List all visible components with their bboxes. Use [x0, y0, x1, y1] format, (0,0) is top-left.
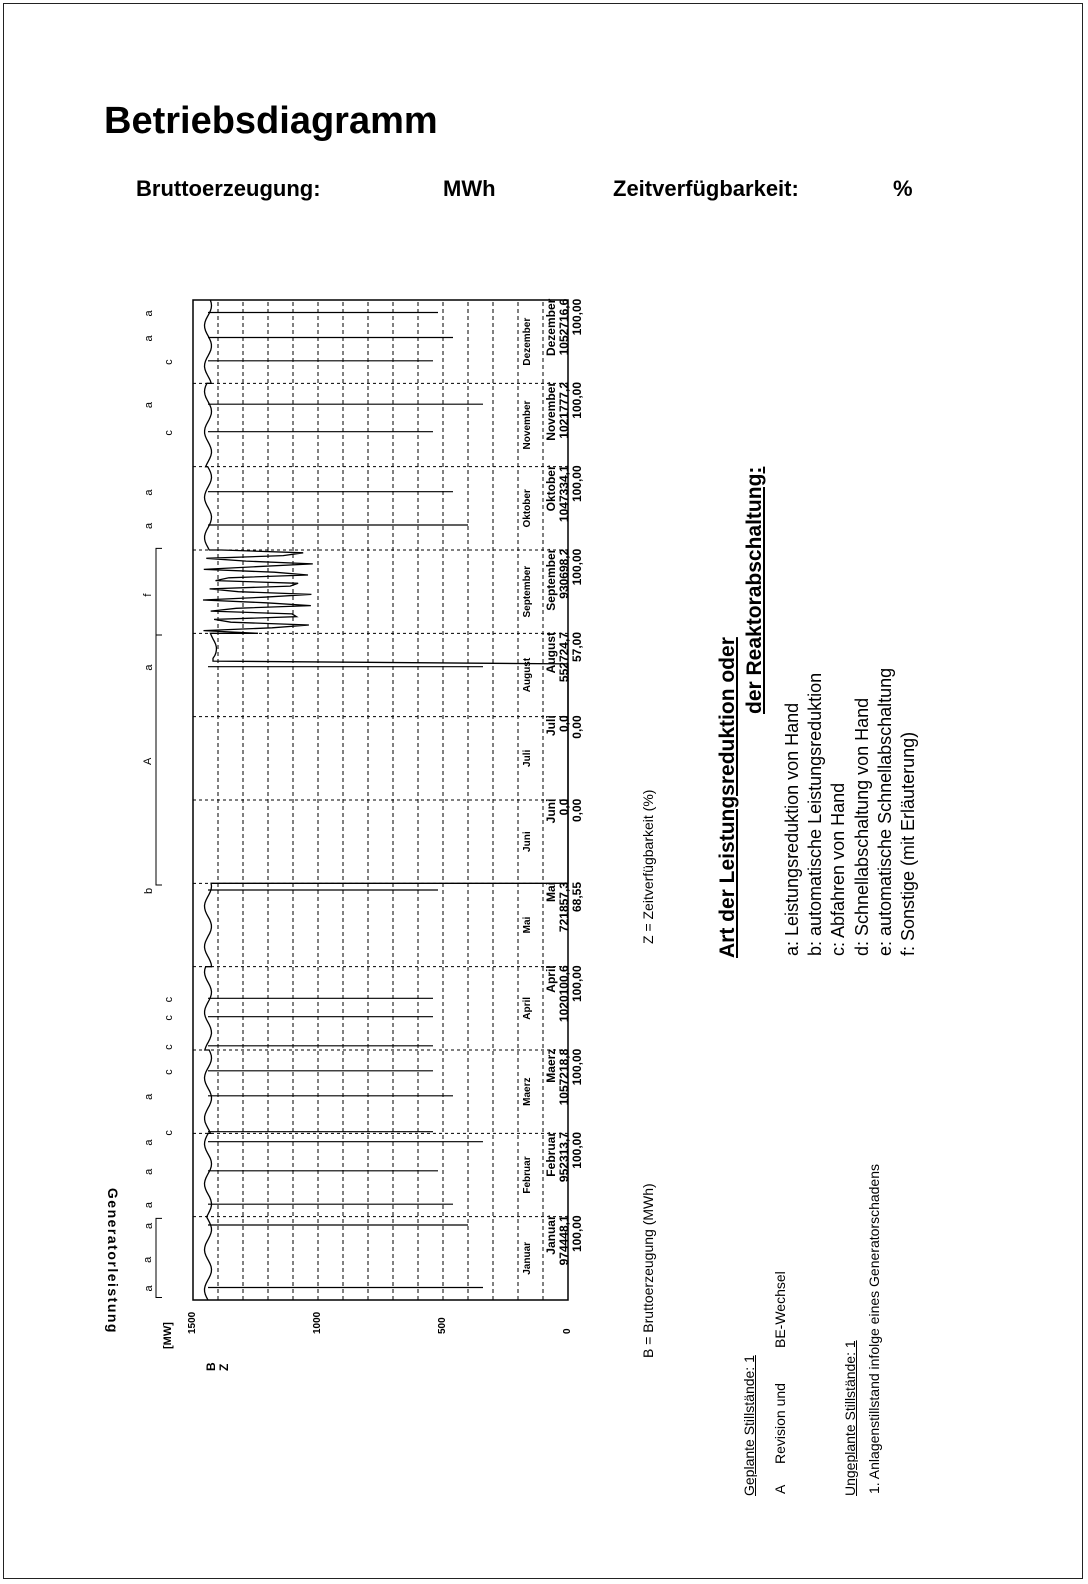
y-axis-title: Generatorleistung [105, 1187, 121, 1334]
production-unit: MWh [443, 176, 496, 201]
planned-item-text2: BE-Wechsel [772, 1271, 788, 1348]
y-tick-label: 500 [437, 1317, 448, 1334]
reduction-title-1: Art der Leistungsreduktion oder [716, 637, 739, 958]
event-label: a [143, 1285, 155, 1292]
event-label: a [143, 1222, 155, 1229]
month-label: August [522, 657, 533, 693]
availability-value: 100,00 [570, 465, 584, 503]
month-values: Dezember 1052716,6 100,00 [544, 298, 584, 385]
month-label: Juni [522, 831, 533, 852]
month-label: November [522, 400, 533, 450]
event-label: c [163, 1015, 175, 1021]
availability-label: Zeitverfügbarkeit: [613, 176, 799, 201]
planned-heading: Geplante Stillstände: 1 [741, 1355, 757, 1496]
month-label: Mai [522, 916, 533, 934]
outage-label: f [142, 593, 154, 597]
month-label: April [522, 996, 533, 1020]
availability-value: 100,00 [570, 1132, 584, 1169]
outage-bracket [155, 1217, 162, 1298]
availability-value: 100,00 [570, 965, 584, 1003]
month-values: April 1020100,6 100,00 [544, 965, 584, 1051]
generator-load-line [202, 299, 569, 1301]
event-label: a [143, 402, 155, 409]
outage-bracket [155, 547, 162, 636]
availability-value: 100,00 [570, 548, 584, 586]
reduction-item-e: e: automatische Schnellabschaltung [875, 667, 895, 956]
event-label: c [163, 1069, 175, 1075]
event-label: a [143, 664, 155, 671]
month-values: Januar 974448,1 100,00 [544, 1215, 584, 1301]
event-label: a [143, 522, 155, 529]
availability-value: 100,00 [570, 298, 584, 336]
event-label: c [163, 1130, 175, 1136]
event-label: b [143, 887, 155, 894]
month-values: November 1021777,2 100,00 [544, 382, 584, 468]
month-values: Maerz 1057218,8 100,00 [544, 1048, 584, 1135]
event-label: c [163, 430, 175, 436]
outage-label: a [142, 1256, 154, 1263]
event-label: a [143, 310, 155, 317]
availability-value: 68,55 [570, 882, 584, 913]
availability-value: 0,00 [570, 715, 584, 739]
availability-value: 100,00 [570, 1048, 584, 1086]
unplanned-item-1: 1. Anlagenstillstand infolge eines Gener… [866, 1164, 882, 1494]
planned-item-letter: A [772, 1484, 788, 1494]
legend-b: B = Bruttoerzeugung (MWh) [640, 1183, 656, 1358]
outage-label: A [142, 757, 154, 765]
event-label: a [143, 1168, 155, 1175]
availability-value: 100,00 [570, 1215, 584, 1253]
event-label: a [143, 489, 155, 496]
page-title: Betriebsdiagramm [104, 100, 438, 142]
month-values: Juni 0,0 0,00 [544, 798, 584, 885]
reduction-item-d: d: Schnellabschaltung von Hand [852, 697, 872, 956]
event-label: c [163, 996, 175, 1003]
availability-value: 100,00 [570, 382, 584, 419]
event-label: a [143, 1202, 155, 1209]
y-tick-label: 0 [562, 1328, 573, 1334]
unplanned-heading: Ungeplante Stillstände: 1 [842, 1340, 858, 1496]
month-label: Februar [522, 1156, 533, 1194]
reduction-item-f: f: Sonstige (mit Erläuterung) [898, 731, 918, 956]
y-axis-unit: [MW] [162, 1322, 174, 1349]
month-values: Februar 952313,7 100,00 [544, 1132, 584, 1218]
month-label: September [522, 565, 533, 618]
availability-unit: % [893, 176, 913, 201]
page-frame [3, 3, 1083, 1579]
month-label: Dezember [522, 317, 533, 366]
event-label: c [163, 359, 175, 365]
reduction-item-c: c: Abfahren von Hand [828, 782, 848, 956]
month-label: Juli [522, 749, 533, 767]
month-values: Mai 721857,3 68,55 [544, 882, 584, 968]
event-label: a [143, 335, 155, 342]
month-values: September 930698,2 100,00 [544, 548, 584, 635]
availability-value: 57,00 [570, 632, 584, 663]
event-label: a [143, 1139, 155, 1146]
outage-bracket [155, 634, 162, 886]
reduction-item-a: a: Leistungsreduktion von Hand [782, 702, 802, 956]
planned-item-text: Revision und [772, 1383, 788, 1464]
row-label-z: Z [217, 1363, 231, 1371]
availability-value: 0,00 [570, 798, 584, 823]
y-tick-label: 1500 [187, 1311, 198, 1334]
month-values: Juli 0,0 0,00 [544, 715, 584, 801]
reduction-item-b: b: automatische Leistungsreduktion [805, 672, 825, 956]
month-values: August 552724,7 57,00 [544, 632, 584, 718]
month-label: Maerz [522, 1077, 533, 1106]
y-tick-label: 1000 [312, 1311, 323, 1334]
production-label: Bruttoerzeugung: [136, 176, 321, 201]
event-label: a [143, 1093, 155, 1100]
legend-z: Z = Zeitverfügbarkeit (%) [640, 789, 656, 944]
month-label: Januar [522, 1241, 533, 1275]
month-values: Oktober 1047334,1 100,00 [544, 465, 584, 551]
month-label: Oktober [522, 489, 533, 528]
event-label: c [163, 1044, 175, 1050]
reduction-title-2: der Reaktorabschaltung: [743, 466, 766, 714]
